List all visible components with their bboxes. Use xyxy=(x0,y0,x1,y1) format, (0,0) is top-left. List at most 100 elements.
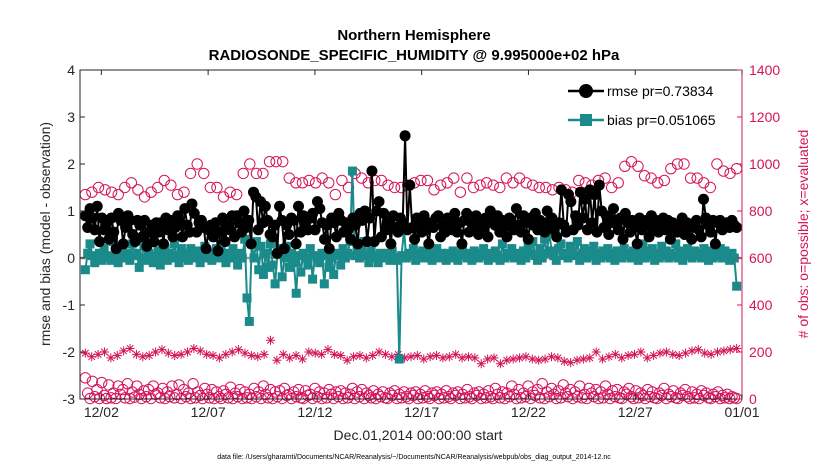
possible-obs-point xyxy=(438,392,450,404)
evaluated-obs-point xyxy=(400,353,410,363)
bias-point xyxy=(134,262,144,272)
evaluated-obs-point xyxy=(208,351,218,361)
bias-point xyxy=(169,239,179,249)
rmse-point xyxy=(603,229,615,240)
bias-point xyxy=(113,258,123,268)
bias-point xyxy=(596,253,606,263)
possible-obs-point xyxy=(611,383,623,396)
evaluated-obs-point xyxy=(93,349,103,359)
rmse-point xyxy=(366,165,378,177)
evaluated-obs-point xyxy=(681,348,691,358)
bias-point xyxy=(509,253,519,263)
evaluated-obs-point xyxy=(527,354,537,364)
possible-obs-point xyxy=(599,172,611,184)
bias-point xyxy=(235,248,245,258)
rmse-point xyxy=(515,226,527,238)
evaluated-obs-point xyxy=(374,347,384,357)
y-tick-label: 0 xyxy=(67,250,75,266)
bias-point xyxy=(582,253,592,263)
bias-point xyxy=(183,255,193,265)
possible-obs-point xyxy=(388,181,401,194)
bias-point xyxy=(315,258,325,268)
rmse-point xyxy=(323,243,335,255)
bias-point xyxy=(397,251,407,261)
bias-point xyxy=(441,255,451,265)
possible-obs-point xyxy=(717,165,730,177)
bias-point xyxy=(455,248,465,258)
bias-point xyxy=(586,251,596,261)
evaluated-obs-point xyxy=(163,348,173,358)
bias-point xyxy=(516,255,526,265)
bias-point xyxy=(366,246,376,256)
rmse-point xyxy=(686,233,698,245)
bias-point xyxy=(687,253,697,263)
bias-point xyxy=(289,258,299,268)
rmse-point xyxy=(660,224,672,236)
possible-obs-point xyxy=(163,390,176,403)
bias-point xyxy=(85,239,95,249)
rmse-point xyxy=(392,226,404,238)
bias-point xyxy=(195,258,205,268)
rmse-point xyxy=(451,226,463,238)
bias-point xyxy=(373,258,383,268)
rmse-point xyxy=(94,236,106,248)
possible-obs-point xyxy=(296,177,309,189)
rmse-point xyxy=(274,200,286,212)
evaluated-obs-point xyxy=(412,351,422,361)
evaluated-obs-point xyxy=(419,354,429,364)
evaluated-obs-point xyxy=(304,347,314,357)
bias-point xyxy=(701,251,711,261)
possible-obs-point xyxy=(489,382,502,395)
rmse-point xyxy=(153,226,165,238)
bias-point xyxy=(453,255,463,265)
possible-obs-point xyxy=(527,179,539,191)
possible-obs-point xyxy=(461,383,473,396)
rmse-point xyxy=(378,207,390,219)
rmse-point xyxy=(167,231,179,243)
evaluated-obs-point xyxy=(674,351,684,361)
possible-obs-point xyxy=(323,177,335,189)
rmse-point xyxy=(86,212,98,224)
possible-obs-point xyxy=(494,181,506,194)
evaluated-obs-point xyxy=(617,353,627,363)
bias-point xyxy=(626,253,636,263)
bias-point xyxy=(713,251,723,261)
bias-point xyxy=(214,253,224,263)
evaluated-obs-point xyxy=(329,349,339,359)
rmse-point xyxy=(292,200,304,212)
possible-obs-point xyxy=(292,383,305,396)
bias-point xyxy=(657,241,667,251)
bias-point xyxy=(486,248,496,258)
rmse-point xyxy=(501,231,513,243)
bias-point xyxy=(699,244,709,254)
bias-point xyxy=(722,251,732,261)
bias-point xyxy=(326,253,336,263)
bias-point xyxy=(603,244,613,254)
bias-point xyxy=(92,253,102,263)
bias-point xyxy=(469,246,479,256)
evaluated-obs-point xyxy=(361,353,371,363)
rmse-point xyxy=(482,231,494,243)
rmse-point xyxy=(259,200,271,212)
evaluated-obs-point xyxy=(278,349,288,359)
evaluated-obs-point xyxy=(508,354,518,364)
bias-point xyxy=(654,253,664,263)
bias-point xyxy=(493,251,503,261)
possible-obs-point xyxy=(459,392,471,404)
bias-point xyxy=(647,244,657,254)
possible-obs-point xyxy=(342,392,354,404)
possible-obs-point xyxy=(353,390,366,403)
evaluated-obs-point xyxy=(457,353,467,363)
possible-obs-point xyxy=(506,380,518,392)
bias-point xyxy=(371,253,381,263)
evaluated-obs-point xyxy=(336,351,346,361)
possible-obs-point xyxy=(671,158,684,170)
rmse-point xyxy=(219,236,231,248)
x-tick-label: 12/02 xyxy=(84,404,119,420)
bias-point xyxy=(610,255,620,265)
bias-point xyxy=(186,244,196,254)
rmse-point xyxy=(510,203,522,215)
bias-point xyxy=(725,255,735,265)
x-axis-ticks: 12/02 12/07 12/12 12/17 12/22 12/27 01/01 xyxy=(84,70,760,420)
bias-point xyxy=(673,253,683,263)
